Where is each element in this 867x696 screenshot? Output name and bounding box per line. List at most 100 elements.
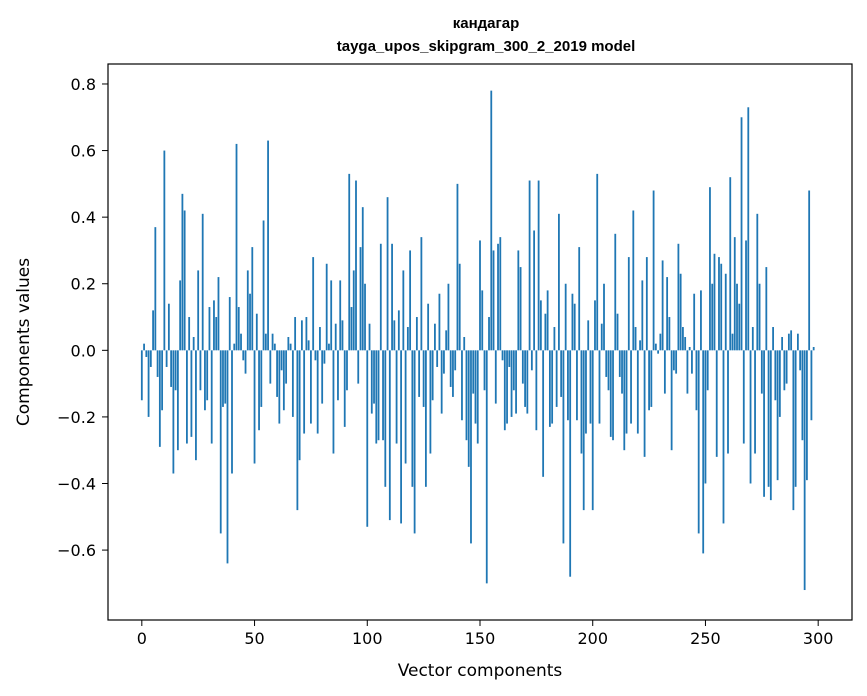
bar xyxy=(465,350,468,441)
bar xyxy=(724,273,727,351)
bar xyxy=(325,263,328,351)
bar xyxy=(632,210,635,351)
bar xyxy=(614,233,617,351)
bar xyxy=(231,350,233,474)
bar xyxy=(158,350,161,447)
bar xyxy=(510,350,513,417)
bar xyxy=(801,350,804,441)
bar xyxy=(237,307,240,351)
bar xyxy=(492,250,495,351)
bar xyxy=(472,350,475,394)
bar xyxy=(756,213,759,351)
bar xyxy=(418,350,421,397)
bar xyxy=(436,350,439,367)
bar xyxy=(339,280,342,351)
bar xyxy=(149,350,152,367)
y-tick-label: −0.4 xyxy=(57,474,96,493)
bar xyxy=(183,210,186,351)
bar xyxy=(598,350,601,424)
bar xyxy=(605,350,608,377)
bar xyxy=(787,333,790,351)
bar xyxy=(253,350,256,464)
bar xyxy=(672,350,675,371)
bars-group xyxy=(140,90,815,591)
bar xyxy=(454,350,457,371)
bar xyxy=(352,270,355,351)
bar xyxy=(645,257,648,351)
bar xyxy=(625,350,628,434)
bar xyxy=(799,350,802,371)
bar xyxy=(760,350,763,394)
bar xyxy=(528,180,531,351)
bar xyxy=(652,190,655,351)
x-tick-label: 250 xyxy=(690,629,721,648)
bar xyxy=(765,267,768,351)
bar xyxy=(530,350,533,371)
y-tick-label: 0.2 xyxy=(71,275,96,294)
bar xyxy=(749,350,752,484)
bar xyxy=(573,303,576,351)
bar xyxy=(553,327,556,351)
bar xyxy=(481,290,484,351)
bar xyxy=(758,283,761,351)
bar xyxy=(808,190,811,351)
bar xyxy=(483,350,486,391)
bar xyxy=(195,350,197,461)
bar xyxy=(594,300,596,351)
bar xyxy=(600,323,603,351)
bar xyxy=(731,333,734,351)
bar xyxy=(587,320,590,351)
bar xyxy=(812,346,815,351)
bar xyxy=(314,350,317,361)
bar xyxy=(422,350,425,407)
bar xyxy=(395,350,398,444)
bar xyxy=(294,317,297,351)
bar xyxy=(742,350,745,444)
bar xyxy=(763,350,765,497)
bar xyxy=(539,300,542,351)
bar xyxy=(210,350,213,444)
bar xyxy=(264,333,267,351)
bar xyxy=(569,350,572,577)
bar xyxy=(375,350,378,444)
bar xyxy=(515,350,517,414)
y-tick-label: −0.2 xyxy=(57,408,96,427)
bar xyxy=(364,283,366,351)
y-tick-label: 0.8 xyxy=(71,75,96,94)
bar xyxy=(470,350,472,544)
bar xyxy=(300,320,303,351)
bar xyxy=(733,237,736,351)
bar xyxy=(792,350,795,511)
bar xyxy=(145,350,148,357)
bar xyxy=(463,337,466,351)
x-tick-label: 150 xyxy=(465,629,496,648)
bar xyxy=(424,350,427,487)
bar xyxy=(751,327,754,351)
bar xyxy=(204,350,206,411)
bar xyxy=(508,350,511,367)
bar xyxy=(700,290,702,351)
bar xyxy=(720,263,723,351)
bar xyxy=(400,350,402,524)
bar xyxy=(778,350,781,417)
bar xyxy=(377,350,380,441)
bar xyxy=(627,257,630,351)
bar xyxy=(776,350,779,481)
bar xyxy=(285,350,288,384)
bar xyxy=(494,350,497,404)
bar xyxy=(235,143,238,351)
bar xyxy=(170,350,173,387)
bar xyxy=(636,350,639,434)
bar xyxy=(670,350,673,451)
bar xyxy=(727,350,729,454)
bar xyxy=(447,283,450,351)
bar xyxy=(334,323,337,351)
bar xyxy=(767,350,770,487)
bar xyxy=(806,350,808,481)
bar xyxy=(745,240,747,351)
bar xyxy=(368,323,371,351)
x-tick-label: 200 xyxy=(577,629,608,648)
bar xyxy=(391,243,393,351)
bar xyxy=(612,350,614,441)
bar xyxy=(713,253,716,351)
